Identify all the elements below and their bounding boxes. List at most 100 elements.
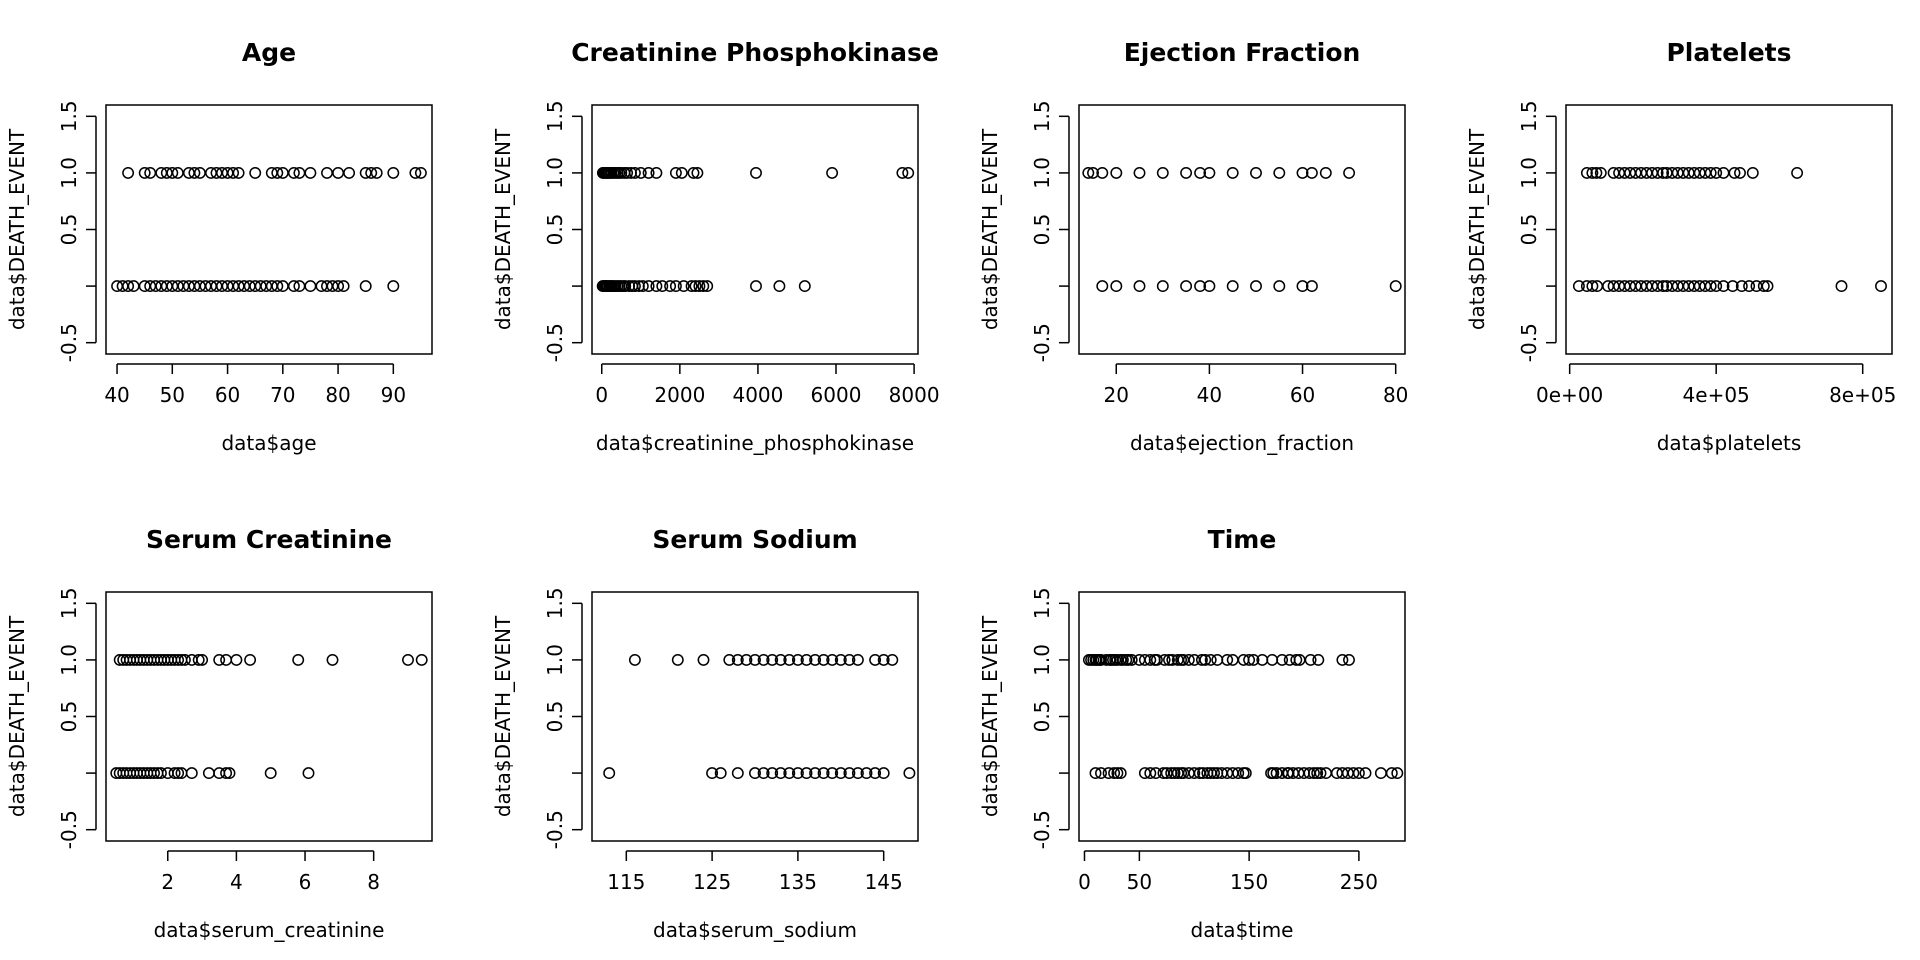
data-point: [305, 168, 315, 178]
data-point: [123, 168, 133, 178]
x-tick-label: 60: [1290, 383, 1315, 407]
points: [1084, 655, 1403, 779]
data-point: [403, 655, 413, 665]
y-tick-label: 1.0: [1030, 644, 1054, 676]
data-point: [1344, 168, 1354, 178]
panel-serum-sodium: Serum Sodium115125135145-0.50.51.01.5dat…: [491, 525, 918, 942]
y-axis-label: data$DEATH_EVENT: [978, 128, 1002, 330]
data-point: [1360, 768, 1370, 778]
data-point: [827, 168, 837, 178]
y-axis-label: data$DEATH_EVENT: [978, 615, 1002, 817]
data-point: [417, 655, 427, 665]
y-axis: -0.50.51.01.5: [57, 587, 96, 849]
panel-title: Ejection Fraction: [1124, 38, 1361, 67]
y-axis: -0.50.51.01.5: [543, 587, 582, 849]
x-axis-label: data$age: [221, 431, 316, 455]
plot-frame: [106, 592, 432, 841]
data-point: [1718, 168, 1728, 178]
y-tick-label: 1.5: [1030, 587, 1054, 619]
y-axis: -0.50.51.01.5: [57, 100, 96, 362]
panel-title: Time: [1208, 525, 1277, 554]
x-tick-label: 125: [693, 870, 731, 894]
panel-time: Time050150250-0.50.51.01.5data$timedata$…: [978, 525, 1405, 942]
x-tick-label: 2000: [654, 383, 705, 407]
y-tick-label: 1.0: [57, 157, 81, 189]
data-point: [1836, 281, 1846, 291]
panel-title: Serum Creatinine: [146, 525, 392, 554]
x-axis: 050150250: [1078, 851, 1378, 894]
y-tick-label: -0.5: [1517, 323, 1541, 362]
x-tick-label: 115: [607, 870, 645, 894]
y-tick-label: 1.5: [543, 100, 567, 132]
data-point: [305, 281, 315, 291]
x-axis-label: data$serum_creatinine: [154, 918, 385, 942]
panel-title: Serum Sodium: [652, 525, 857, 554]
y-tick-label: -0.5: [1030, 323, 1054, 362]
data-point: [1158, 168, 1168, 178]
panel-title: Creatinine Phosphokinase: [571, 38, 939, 67]
y-tick-label: 0.5: [1517, 214, 1541, 246]
data-point: [293, 655, 303, 665]
x-axis: 0e+004e+058e+05: [1536, 364, 1896, 407]
data-point: [630, 655, 640, 665]
data-point: [1134, 168, 1144, 178]
data-point: [651, 168, 661, 178]
plot-frame: [592, 592, 918, 841]
y-axis-label: data$DEATH_EVENT: [491, 128, 515, 330]
data-point: [245, 655, 255, 665]
data-point: [800, 281, 810, 291]
data-point: [1158, 281, 1168, 291]
data-point: [344, 168, 354, 178]
data-point: [1228, 281, 1238, 291]
y-tick-label: 1.0: [543, 157, 567, 189]
plot-frame: [1079, 105, 1405, 354]
x-tick-label: 4: [230, 870, 243, 894]
data-point: [322, 168, 332, 178]
x-tick-label: 20: [1104, 383, 1129, 407]
data-point: [1876, 281, 1886, 291]
y-tick-label: -0.5: [1030, 810, 1054, 849]
y-tick-label: 1.5: [57, 587, 81, 619]
x-tick-label: 6000: [811, 383, 862, 407]
data-point: [1391, 281, 1401, 291]
data-point: [733, 768, 743, 778]
y-tick-label: 1.5: [1030, 100, 1054, 132]
data-point: [604, 768, 614, 778]
x-tick-label: 70: [270, 383, 295, 407]
data-point: [1111, 168, 1121, 178]
data-point: [231, 655, 241, 665]
x-tick-label: 150: [1230, 870, 1268, 894]
data-point: [1313, 655, 1323, 665]
data-point: [388, 281, 398, 291]
data-point: [774, 281, 784, 291]
data-point: [1212, 655, 1222, 665]
y-tick-label: 0.5: [543, 701, 567, 733]
data-point: [1251, 281, 1261, 291]
data-point: [1251, 168, 1261, 178]
y-axis-label: data$DEATH_EVENT: [1465, 128, 1489, 330]
x-tick-label: 8000: [889, 383, 940, 407]
y-tick-label: 0.5: [1030, 701, 1054, 733]
data-point: [904, 768, 914, 778]
panel-age: Age405060708090-0.50.51.01.5data$agedata…: [5, 38, 432, 455]
data-point: [388, 168, 398, 178]
x-axis: 20406080: [1104, 364, 1409, 407]
x-axis-label: data$platelets: [1657, 431, 1802, 455]
data-point: [327, 655, 337, 665]
x-axis: 405060708090: [104, 364, 406, 407]
y-tick-label: 0.5: [543, 214, 567, 246]
panel-title: Platelets: [1666, 38, 1791, 67]
x-tick-label: 6: [299, 870, 312, 894]
plot-frame: [1566, 105, 1892, 354]
y-axis: -0.50.51.01.5: [1030, 100, 1069, 362]
y-tick-label: 1.5: [543, 587, 567, 619]
y-tick-label: 1.0: [543, 644, 567, 676]
panel-ejection-fraction: Ejection Fraction 20406080 -0.50.51.01.5 da…: [978, 38, 1408, 455]
data-point: [1228, 168, 1238, 178]
y-tick-label: -0.5: [57, 810, 81, 849]
x-tick-label: 50: [160, 383, 185, 407]
plot-frame: [1079, 592, 1405, 841]
data-point: [1267, 655, 1277, 665]
points: [112, 168, 426, 292]
data-point: [1321, 168, 1331, 178]
